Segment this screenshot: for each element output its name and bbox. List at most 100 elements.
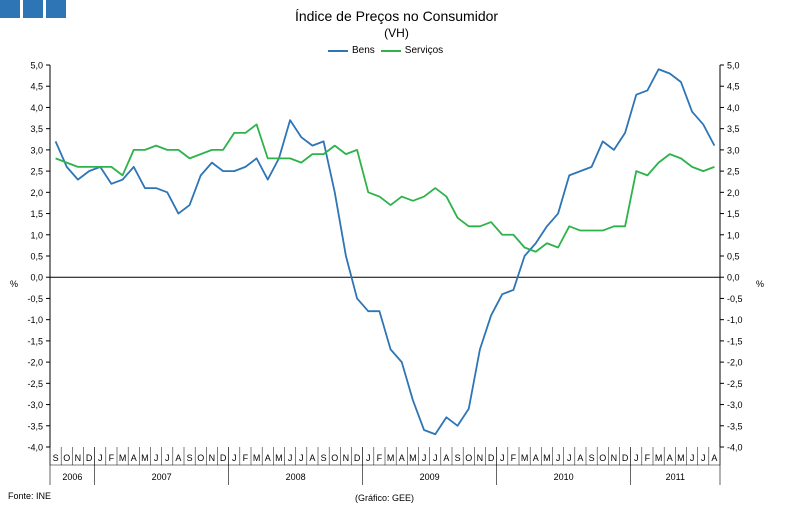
month-label: A	[265, 453, 271, 463]
y-tick-label-left: -0,5	[27, 294, 43, 304]
month-label: S	[53, 453, 59, 463]
month-label: J	[98, 453, 103, 463]
month-label: M	[119, 453, 127, 463]
month-label: D	[488, 453, 495, 463]
month-label: M	[253, 453, 261, 463]
month-label: F	[243, 453, 249, 463]
logo-block-2	[23, 0, 43, 18]
y-tick-label-left: -2,0	[27, 358, 43, 368]
y-axis-label-left: %	[10, 279, 18, 289]
year-label: 2008	[286, 472, 306, 482]
source-note: Fonte: INE	[8, 491, 52, 501]
y-tick-label-right: -0,5	[727, 294, 743, 304]
y-tick-label-left: 4,0	[30, 103, 43, 113]
y-tick-label-right: -3,0	[727, 400, 743, 410]
y-tick-label-right: -3,5	[727, 421, 743, 431]
legend-label-servicos: Serviços	[404, 45, 444, 56]
y-tick-label-left: 4,5	[30, 82, 43, 92]
month-label: J	[232, 453, 237, 463]
chart-subtitle: (VH)	[384, 26, 409, 40]
month-label: F	[377, 453, 383, 463]
month-label: F	[511, 453, 517, 463]
y-tick-label-left: 2,5	[30, 167, 43, 177]
year-label: 2010	[554, 472, 574, 482]
y-tick-label-right: 3,0	[727, 145, 740, 155]
month-label: J	[299, 453, 304, 463]
y-tick-label-right: 3,5	[727, 124, 740, 134]
month-label: M	[275, 453, 283, 463]
y-tick-label-right: 1,0	[727, 230, 740, 240]
month-label: J	[634, 453, 639, 463]
y-tick-label-left: 0,0	[30, 273, 43, 283]
month-label: N	[477, 453, 484, 463]
month-label: M	[141, 453, 149, 463]
month-label: S	[187, 453, 193, 463]
month-label: J	[154, 453, 159, 463]
y-tick-label-right: 4,5	[727, 82, 740, 92]
month-label: S	[321, 453, 327, 463]
year-label: 2011	[666, 472, 685, 482]
month-label: O	[465, 453, 472, 463]
month-label: S	[455, 453, 461, 463]
month-label: A	[399, 453, 405, 463]
month-label: A	[577, 453, 583, 463]
month-label: J	[288, 453, 293, 463]
month-label: J	[556, 453, 561, 463]
legend: Bens Serviços	[328, 45, 443, 56]
legend-item-servicos: Serviços	[380, 45, 444, 56]
month-label: N	[209, 453, 216, 463]
chart-title: Índice de Preços no Consumidor	[294, 8, 499, 24]
y-tick-label-left: 5,0	[30, 61, 43, 71]
month-label: A	[667, 453, 673, 463]
y-tick-label-left: 1,0	[30, 230, 43, 240]
logo-block-1	[0, 0, 20, 18]
y-tick-label-left: -4,0	[27, 443, 43, 453]
month-label: D	[622, 453, 629, 463]
month-label: J	[701, 453, 706, 463]
logo	[0, 0, 66, 18]
month-label: D	[354, 453, 361, 463]
month-label: A	[533, 453, 539, 463]
month-label: A	[711, 453, 717, 463]
y-tick-label-right: -1,0	[727, 315, 743, 325]
month-label: M	[387, 453, 395, 463]
y-tick-label-right: -4,0	[727, 443, 743, 453]
month-label: M	[655, 453, 663, 463]
y-tick-label-right: 5,0	[727, 61, 740, 71]
y-tick-label-right: 0,0	[727, 273, 740, 283]
year-label: 2009	[420, 472, 440, 482]
year-label: 2007	[152, 472, 172, 482]
legend-label-bens: Bens	[352, 45, 375, 56]
month-label: J	[567, 453, 572, 463]
month-label: J	[165, 453, 170, 463]
y-tick-label-right: -2,5	[727, 379, 743, 389]
year-label: 2006	[62, 472, 82, 482]
y-tick-label-right: -2,0	[727, 358, 743, 368]
y-tick-label-left: -2,5	[27, 379, 43, 389]
y-tick-label-left: 0,5	[30, 252, 43, 262]
logo-block-3	[46, 0, 66, 18]
month-label: N	[611, 453, 618, 463]
y-tick-label-left: -3,5	[27, 421, 43, 431]
legend-swatch-servicos	[380, 49, 401, 52]
chart-credit: (Gráfico: GEE)	[355, 493, 415, 503]
month-label: M	[521, 453, 529, 463]
y-tick-label-right: 0,5	[727, 252, 740, 262]
month-label: M	[409, 453, 417, 463]
month-label: A	[131, 453, 137, 463]
y-tick-label-right: 4,0	[727, 103, 740, 113]
month-label: J	[500, 453, 505, 463]
y-tick-label-right: 1,5	[727, 209, 740, 219]
month-label: A	[175, 453, 181, 463]
y-tick-label-left: 1,5	[30, 209, 43, 219]
month-label: N	[75, 453, 82, 463]
month-label: O	[599, 453, 606, 463]
y-tick-label-left: 3,0	[30, 145, 43, 155]
y-tick-label-left: -1,0	[27, 315, 43, 325]
month-label: O	[197, 453, 204, 463]
month-label: D	[220, 453, 227, 463]
month-label: J	[690, 453, 695, 463]
month-label: F	[645, 453, 651, 463]
month-label: M	[677, 453, 685, 463]
